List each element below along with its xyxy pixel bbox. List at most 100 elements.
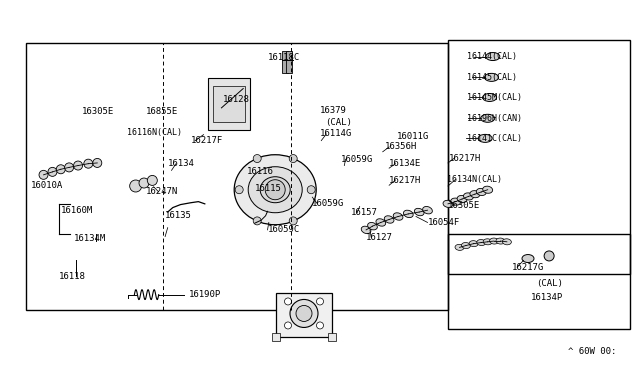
Bar [448,234,630,329]
Circle shape [307,186,316,194]
Text: 16134E: 16134E [389,159,421,168]
Text: 16135: 16135 [165,211,192,220]
Ellipse shape [260,177,290,203]
Text: 16115: 16115 [255,185,282,193]
Ellipse shape [367,222,378,230]
FancyBboxPatch shape [276,294,332,337]
Text: 16196H(CAN): 16196H(CAN) [467,114,522,123]
Bar [26,43,448,310]
Ellipse shape [483,93,497,102]
Text: 16010A: 16010A [31,181,63,190]
Ellipse shape [457,195,467,203]
Bar [213,86,245,122]
Text: 16127: 16127 [366,233,393,242]
Text: 16217G: 16217G [512,263,544,272]
Text: 16141C(CAL): 16141C(CAL) [467,134,522,143]
Text: 16855E: 16855E [146,107,178,116]
Bar [286,51,292,73]
Circle shape [74,161,83,170]
Ellipse shape [443,200,453,208]
Ellipse shape [403,210,413,218]
Circle shape [289,154,297,163]
Circle shape [84,159,93,168]
Text: 16160M: 16160M [61,206,93,215]
Text: 16217H: 16217H [449,154,481,163]
Bar [282,51,289,73]
Circle shape [48,167,57,176]
Ellipse shape [461,243,470,248]
Text: 16011G: 16011G [397,132,429,141]
Circle shape [296,305,312,321]
Circle shape [265,180,285,200]
Text: 16134: 16134 [168,159,195,168]
Circle shape [544,251,554,261]
Text: 16114G: 16114G [320,129,352,138]
Ellipse shape [451,198,461,205]
Circle shape [317,298,323,305]
Text: 16379: 16379 [320,106,347,115]
Ellipse shape [414,208,424,216]
Ellipse shape [463,193,474,200]
Text: 16116N(CAL): 16116N(CAL) [127,128,182,137]
Text: 16217H: 16217H [389,176,421,185]
Circle shape [147,176,157,185]
Ellipse shape [486,52,500,61]
Text: 16356H: 16356H [385,142,417,151]
Text: 16054F: 16054F [428,218,460,227]
Text: 16059C: 16059C [268,225,300,234]
Circle shape [139,178,149,188]
Circle shape [317,322,323,329]
Circle shape [65,163,74,172]
Text: (CAL): (CAL) [536,279,563,288]
Text: 16157: 16157 [351,208,378,217]
Ellipse shape [384,216,394,223]
Circle shape [289,217,297,225]
Ellipse shape [490,238,499,244]
Circle shape [236,186,243,194]
Ellipse shape [469,241,478,247]
Bar [328,333,336,341]
Circle shape [285,322,291,329]
Text: (CAL): (CAL) [325,118,352,126]
Ellipse shape [483,239,492,245]
Text: 16144(CAL): 16144(CAL) [467,52,517,61]
Ellipse shape [361,226,371,234]
Text: 16059G: 16059G [312,199,344,208]
Ellipse shape [477,240,486,246]
Bar [208,78,250,130]
Text: 16305E: 16305E [82,107,114,116]
Ellipse shape [470,190,480,198]
Ellipse shape [476,188,486,196]
Ellipse shape [234,155,316,225]
Circle shape [253,154,261,163]
Text: 16134N(CAL): 16134N(CAL) [447,175,502,184]
Circle shape [39,170,48,179]
Circle shape [130,180,141,192]
Text: 16128: 16128 [223,95,250,104]
Circle shape [290,299,318,327]
Text: 16145M(CAL): 16145M(CAL) [467,93,522,102]
Text: 16134P: 16134P [531,293,563,302]
Circle shape [93,158,102,167]
Circle shape [253,217,261,225]
Ellipse shape [478,134,492,142]
Text: ^ 60W 00:: ^ 60W 00: [568,347,617,356]
Text: 16190P: 16190P [189,291,221,299]
Text: 16217F: 16217F [191,136,223,145]
Text: 16118C: 16118C [268,53,300,62]
Bar [272,333,280,341]
Circle shape [56,165,65,174]
Text: 16145(CAL): 16145(CAL) [467,73,517,82]
Ellipse shape [496,238,505,244]
Text: 16247N: 16247N [146,187,178,196]
Ellipse shape [522,254,534,263]
Ellipse shape [502,239,511,245]
Bar [448,40,630,274]
Text: 16116: 16116 [247,167,274,176]
Circle shape [285,298,291,305]
Text: 16134M: 16134M [74,234,106,243]
Ellipse shape [484,73,499,81]
Ellipse shape [422,206,433,214]
Ellipse shape [248,167,302,213]
Text: 16059G: 16059G [340,155,372,164]
